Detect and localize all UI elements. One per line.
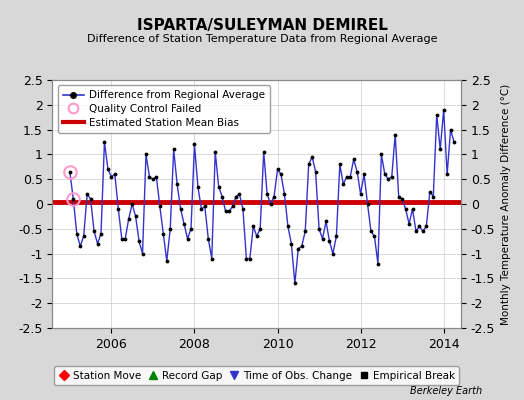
Text: ISPARTA/SULEYMAN DEMIREL: ISPARTA/SULEYMAN DEMIREL bbox=[137, 18, 387, 33]
Legend: Station Move, Record Gap, Time of Obs. Change, Empirical Break: Station Move, Record Gap, Time of Obs. C… bbox=[54, 366, 460, 385]
Text: Difference of Station Temperature Data from Regional Average: Difference of Station Temperature Data f… bbox=[87, 34, 437, 44]
Y-axis label: Monthly Temperature Anomaly Difference (°C): Monthly Temperature Anomaly Difference (… bbox=[501, 83, 511, 325]
Text: Berkeley Earth: Berkeley Earth bbox=[410, 386, 482, 396]
